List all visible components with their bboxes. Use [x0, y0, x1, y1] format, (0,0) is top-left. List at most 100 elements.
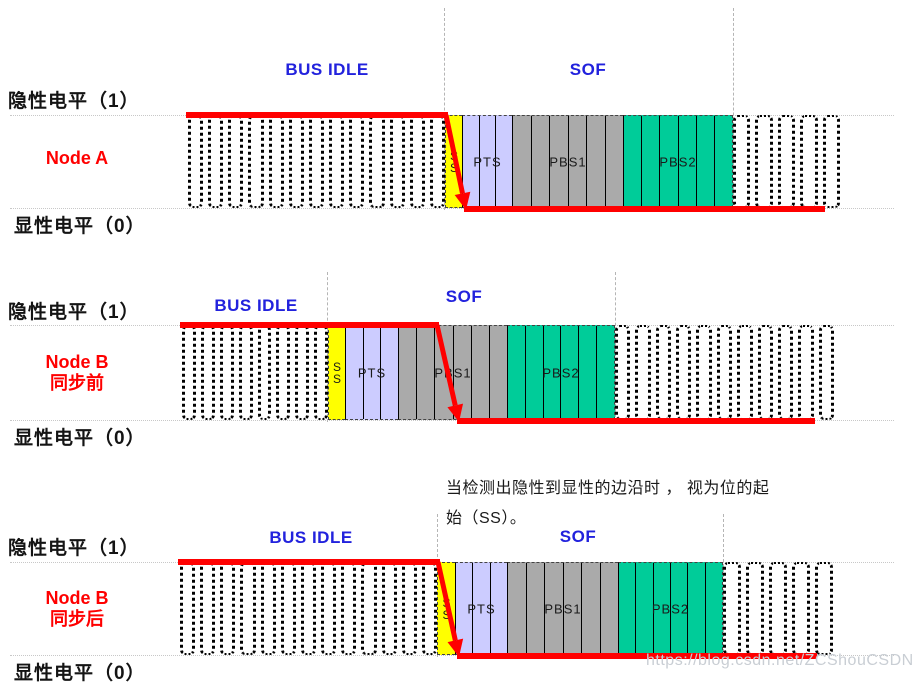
segment-subcell	[508, 326, 526, 419]
trailing-bit-cell	[800, 115, 818, 208]
segment-pbs1: PBS1	[507, 562, 618, 655]
segment-subcell	[636, 563, 654, 654]
idle-cells	[182, 325, 328, 420]
idle-bit-cell	[220, 562, 236, 655]
idle-bit-cell	[389, 115, 405, 208]
dominant-level-line	[10, 208, 894, 209]
idle-bit-cell	[429, 115, 446, 208]
guide-line	[733, 8, 734, 210]
idle-bit-cell	[369, 115, 385, 208]
segment-subcell	[697, 116, 715, 207]
segment-subcells	[513, 116, 623, 207]
idle-bit-cell	[208, 115, 224, 208]
idle-bit-cell	[228, 115, 244, 208]
node-label: Node A	[2, 148, 152, 169]
idle-bit-cell	[288, 115, 304, 208]
segment-subcells	[508, 326, 614, 419]
segment-subcell	[526, 326, 544, 419]
idle-bit-cell	[268, 115, 284, 208]
idle-bit-cell	[321, 562, 337, 655]
trailing-cells	[733, 115, 841, 208]
segment-label-pts: PTS	[357, 365, 387, 380]
segment-label-pbs2: PBS2	[651, 601, 690, 616]
segment-subcell	[715, 116, 732, 207]
segment-pts: PTS	[462, 115, 512, 208]
watermark: https://blog.csdn.net/ZCShouCSDN	[646, 652, 912, 669]
idle-bit-cell	[295, 325, 310, 420]
trailing-bit-cell	[655, 325, 672, 420]
recessive-level-label: 隐性电平（1）	[8, 538, 140, 559]
segment-subcell	[508, 563, 527, 654]
segment-subcell	[706, 563, 722, 654]
dominant-level-label: 显性电平（0）	[14, 663, 146, 684]
trailing-bit-cell	[769, 562, 787, 655]
segment-subcell	[624, 116, 643, 207]
segment-subcell	[456, 563, 474, 654]
idle-bit-cell	[381, 562, 397, 655]
segment-pbs2: PBS2	[623, 115, 733, 208]
idle-bit-cell	[260, 562, 276, 655]
segment-subcell	[550, 116, 569, 207]
segment-subcells	[463, 116, 512, 207]
segment-subcell	[601, 563, 619, 654]
idle-bit-cell	[300, 562, 317, 655]
segment-pbs2: PBS2	[618, 562, 723, 655]
segment-subcell	[364, 326, 382, 419]
segment-label-pbs2: PBS2	[542, 365, 580, 380]
segment-label-pbs1: PBS1	[544, 601, 582, 616]
idle-bit-cell	[314, 325, 328, 420]
segment-subcell	[490, 326, 507, 419]
segment-pbs2: PBS2	[507, 325, 615, 420]
segment-subcell	[619, 563, 637, 654]
segment-subcell	[679, 116, 697, 207]
node-label-line: Node B	[45, 352, 109, 372]
segment-label-pbs2: PBS2	[659, 154, 697, 169]
segment-subcell	[569, 116, 587, 207]
node-label-line: 同步前	[50, 373, 104, 393]
node-label: Node B 同步后	[2, 588, 152, 630]
segment-subcell	[463, 116, 480, 207]
recessive-level-label: 隐性电平（1）	[8, 91, 140, 112]
segment-subcell	[606, 116, 624, 207]
trailing-bit-cell	[815, 562, 833, 655]
idle-bit-cell	[280, 562, 296, 655]
trailing-bit-cell	[755, 115, 773, 208]
trailing-bit-cell	[676, 325, 692, 420]
segment-pts: PTS	[345, 325, 398, 420]
trailing-bit-cell	[822, 115, 841, 208]
recessive-level-label: 隐性电平（1）	[8, 302, 140, 323]
segment-subcell	[561, 326, 580, 419]
segment-subcell	[454, 326, 472, 419]
idle-bit-cell	[182, 325, 196, 420]
segment-subcell	[579, 326, 598, 419]
segment-subcells	[624, 116, 732, 207]
segment-subcell	[472, 326, 490, 419]
trailing-bit-cell	[777, 325, 794, 420]
segment-subcell	[527, 563, 545, 654]
idle-bit-cell	[180, 562, 196, 655]
idle-bit-cell	[409, 115, 425, 208]
sof-label: SOF	[445, 287, 483, 306]
idle-bit-cell	[421, 562, 438, 655]
bus-idle-label: BUS IDLE	[214, 296, 298, 315]
idle-bit-cell	[219, 325, 234, 420]
bus-idle-label: BUS IDLE	[285, 60, 369, 79]
idle-bit-cell	[238, 325, 253, 420]
idle-bit-cell	[188, 115, 204, 208]
segment-subcell	[545, 563, 564, 654]
annotation-line-2: 始（SS）。	[446, 510, 527, 527]
segment-subcell	[544, 326, 562, 419]
trailing-bit-cell	[757, 325, 773, 420]
trailing-bit-cell	[798, 325, 814, 420]
segment-subcell	[587, 116, 606, 207]
segment-subcells	[508, 563, 618, 654]
guide-line	[444, 8, 445, 210]
trailing-bit-cell	[635, 325, 651, 420]
idle-bit-cell	[248, 115, 264, 208]
segment-subcells	[346, 326, 398, 419]
